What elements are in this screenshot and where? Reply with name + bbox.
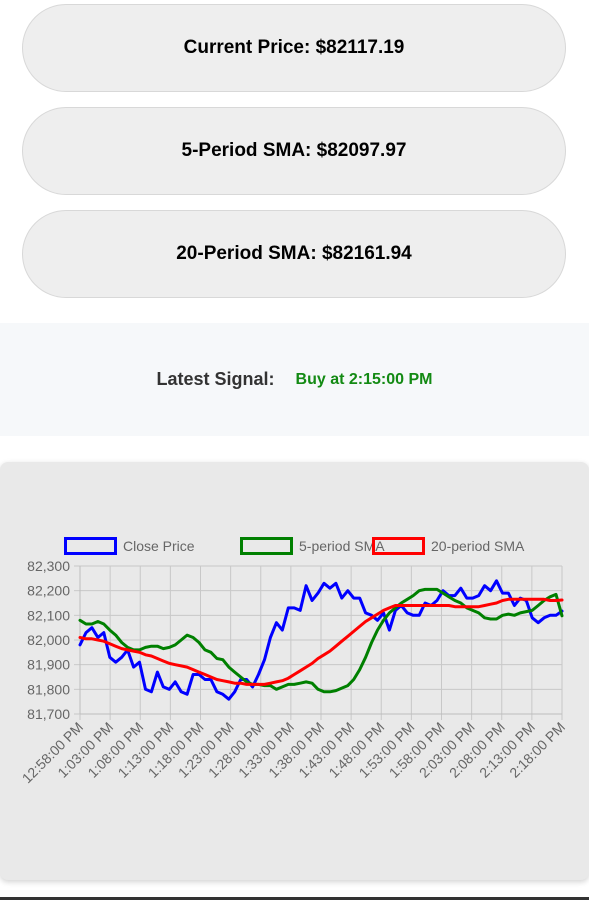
series-line-1 [78, 579, 564, 701]
y-tick-label: 81,800 [27, 681, 70, 697]
legend-swatch-1 [64, 537, 117, 555]
y-tick-label: 82,000 [27, 632, 70, 648]
legend-label-2: 5-period SMA [299, 538, 385, 554]
sma5-card: 5-Period SMA: $82097.97 [22, 107, 566, 195]
current-price-value: $82117.19 [315, 37, 405, 58]
legend-label-1: Close Price [123, 538, 195, 554]
sma20-label: 20-Period SMA: [176, 243, 317, 264]
signal-label: Latest Signal: [156, 369, 275, 389]
series-line-3 [78, 597, 564, 686]
chart-panel: 82,300 82,200 82,100 82,000 81,900 81,800 81,7… [0, 462, 589, 880]
signal-value: Buy at 2:15:00 PM [295, 370, 433, 388]
sma5-label: 5-Period SMA: [181, 140, 312, 161]
sma20-card: 20-Period SMA: $82161.94 [22, 210, 566, 298]
current-price-label: Current Price: [183, 37, 311, 58]
y-tick-label: 82,200 [27, 583, 70, 599]
y-tick-label: 82,300 [27, 558, 70, 574]
y-tick-label: 82,100 [27, 607, 70, 623]
price-chart: 82,300 82,200 82,100 82,000 81,900 81,800 81,7… [19, 537, 568, 786]
legend-swatch-2 [240, 537, 293, 555]
signal-panel: Latest Signal: Buy at 2:15:00 PM [0, 323, 589, 436]
bottom-divider [0, 897, 589, 900]
y-tick-label: 81,900 [27, 657, 70, 673]
current-price-card: Current Price: $82117.19 [22, 4, 566, 92]
series-line-2 [78, 587, 564, 694]
sma20-value: $82161.94 [321, 243, 412, 264]
sma5-value: $82097.97 [316, 140, 407, 161]
legend-label-3: 20-period SMA [431, 538, 525, 554]
y-tick-label: 81,700 [27, 706, 70, 722]
legend-swatch-3 [372, 537, 425, 555]
